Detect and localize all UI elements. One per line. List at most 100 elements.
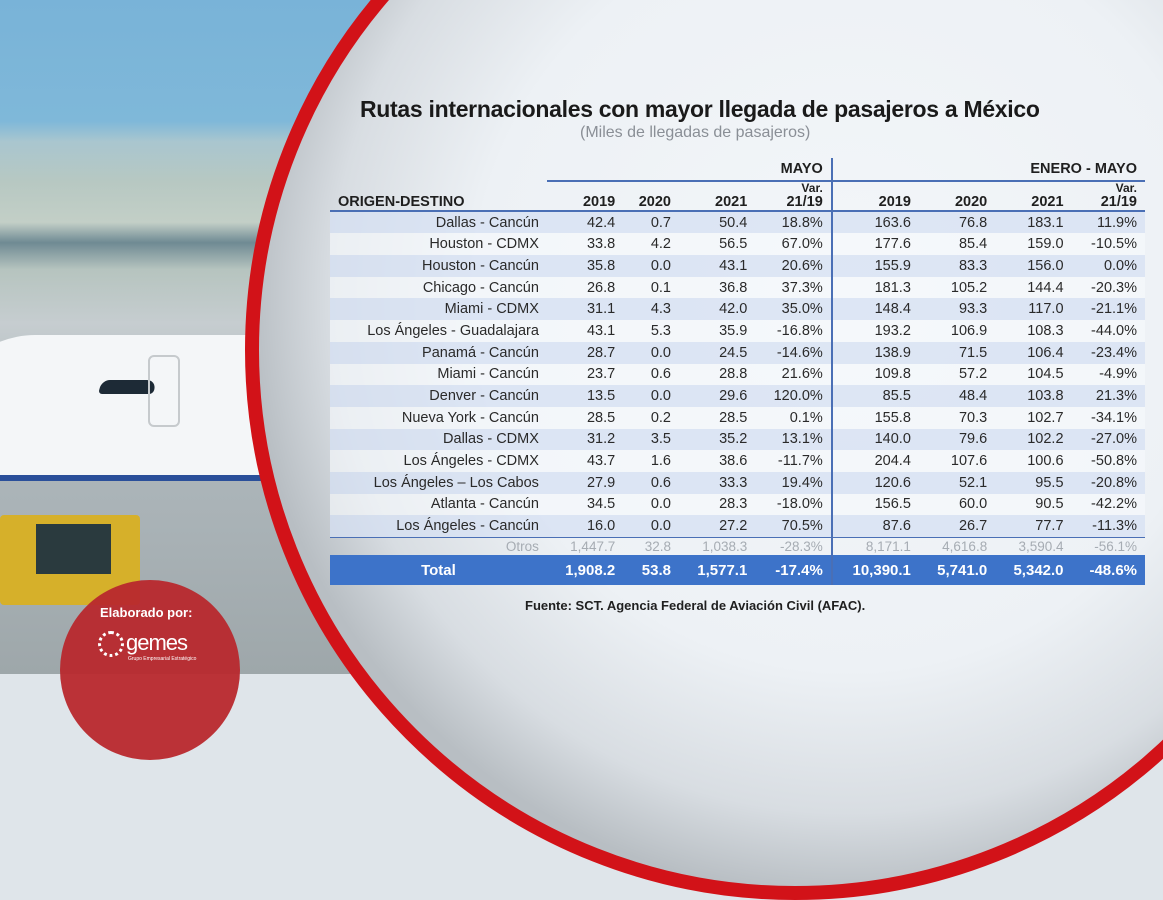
table-row: Los Ángeles - CDMX 43.7 1.6 38.6 -11.7% 204.4… [330, 450, 1145, 472]
value-cell: 77.7 [995, 515, 1072, 538]
value-cell: 35.0% [755, 298, 833, 321]
value-cell: 57.2 [918, 363, 996, 386]
value-cell: 90.5 [995, 493, 1072, 516]
value-cell: 177.6 [831, 233, 919, 256]
route-cell: Atlanta - Cancún [330, 493, 547, 516]
route-cell: Miami - CDMX [330, 298, 547, 321]
col-em-var: Var. 21/19 [1071, 180, 1145, 212]
route-cell: Denver - Cancún [330, 385, 547, 407]
value-cell: 31.1 [546, 298, 624, 321]
value-cell: 102.2 [995, 428, 1072, 451]
col-em-2019: 2019 [831, 180, 919, 212]
value-cell: 19.4% [755, 471, 833, 494]
value-cell: -44.0% [1071, 320, 1145, 342]
value-cell: -14.6% [755, 341, 833, 364]
value-cell: 83.3 [918, 255, 996, 277]
value-cell: 0.2 [623, 406, 679, 429]
value-cell: 109.8 [831, 363, 919, 386]
value-cell: 95.5 [995, 471, 1072, 494]
value-cell: -18.0% [755, 493, 833, 516]
table-row: Miami - Cancún 23.7 0.6 28.8 21.6% 109.8 57.2 1… [330, 363, 1145, 386]
value-cell: 42.4 [546, 210, 624, 234]
value-cell: 144.4 [995, 276, 1072, 299]
value-cell: 106.9 [918, 320, 996, 342]
value-cell: 155.9 [831, 255, 919, 277]
value-cell: 43.1 [678, 255, 756, 277]
value-cell: 33.3 [678, 471, 756, 494]
col-mayo-2019: 2019 [546, 180, 624, 212]
value-cell: 16.0 [546, 515, 624, 538]
value-cell: -11.3% [1071, 515, 1145, 538]
value-cell: 104.5 [995, 363, 1072, 386]
value-cell: -20.8% [1071, 471, 1145, 494]
value-cell: -4.9% [1071, 363, 1145, 386]
value-cell: 85.4 [918, 233, 996, 256]
value-cell: 60.0 [918, 493, 996, 516]
value-cell: 34.5 [546, 493, 624, 516]
group-mayo: MAYO [546, 158, 833, 182]
value-cell: 38.6 [678, 450, 756, 472]
dotted-ring-icon [98, 631, 124, 658]
value-cell: 102.7 [995, 406, 1072, 429]
value-cell: -42.2% [1071, 493, 1145, 516]
value-cell: 35.2 [678, 428, 756, 451]
group-header-row: MAYO ENERO - MAYO [330, 158, 1145, 182]
table-row: Denver - Cancún 13.5 0.0 29.6 120.0% 85.5 48.4… [330, 385, 1145, 407]
value-cell: 27.2 [678, 515, 756, 538]
value-cell: 31.2 [546, 428, 624, 451]
route-cell: Houston - Cancún [330, 255, 547, 277]
value-cell: 28.3 [678, 493, 756, 516]
value-cell: 27.9 [546, 471, 624, 494]
value-cell: -23.4% [1071, 341, 1145, 364]
value-cell: 28.7 [546, 341, 624, 364]
value-cell: 138.9 [831, 341, 919, 364]
table-row: Dallas - Cancún 42.4 0.7 50.4 18.8% 163.6 76.8… [330, 210, 1145, 234]
value-cell: 0.0 [623, 385, 679, 407]
value-cell: 85.5 [831, 385, 919, 407]
value-cell: 28.5 [546, 406, 624, 429]
value-cell: 0.0 [623, 515, 679, 538]
value-cell: 148.4 [831, 298, 919, 321]
value-cell: 163.6 [831, 210, 919, 234]
value-cell: 28.5 [678, 406, 756, 429]
value-cell: 70.5% [755, 515, 833, 538]
value-cell: 13.1% [755, 428, 833, 451]
value-cell: 117.0 [995, 298, 1072, 321]
route-cell: Los Ángeles - Guadalajara [330, 320, 547, 342]
value-cell: 0.1% [755, 406, 833, 429]
value-cell: 4.2 [623, 233, 679, 256]
source-note: Fuente: SCT. Agencia Federal de Aviación… [525, 598, 866, 613]
value-cell: 140.0 [831, 428, 919, 451]
value-cell: 87.6 [831, 515, 919, 538]
route-cell: Los Ángeles – Los Cabos [330, 471, 547, 494]
value-cell: 56.5 [678, 233, 756, 256]
value-cell: 103.8 [995, 385, 1072, 407]
value-cell: -34.1% [1071, 406, 1145, 429]
value-cell: 67.0% [755, 233, 833, 256]
logo-text: gemes [126, 630, 188, 655]
value-cell: -16.8% [755, 320, 833, 342]
table-row: Chicago - Cancún 26.8 0.1 36.8 37.3% 181.3 105… [330, 276, 1145, 299]
value-cell: 43.1 [546, 320, 624, 342]
value-cell: 23.7 [546, 363, 624, 386]
value-cell: 0.7 [623, 210, 679, 234]
value-cell: -20.3% [1071, 276, 1145, 299]
value-cell: 3.5 [623, 428, 679, 451]
value-cell: 35.8 [546, 255, 624, 277]
chart-subtitle: (Miles de llegadas de pasajeros) [580, 124, 811, 141]
col-em-2020: 2020 [918, 180, 996, 212]
value-cell: 156.0 [995, 255, 1072, 277]
group-enero-mayo: ENERO - MAYO [831, 158, 1145, 182]
value-cell: -50.8% [1071, 450, 1145, 472]
column-header-row: ORIGEN-DESTINO 2019 2020 2021 Var. 21/19 … [330, 180, 1145, 212]
value-cell: 43.7 [546, 450, 624, 472]
table-row: Los Ángeles – Los Cabos 27.9 0.6 33.3 19.4% 1… [330, 471, 1145, 494]
value-cell: 36.8 [678, 276, 756, 299]
route-cell: Nueva York - Cancún [330, 406, 547, 429]
route-cell: Miami - Cancún [330, 363, 547, 386]
route-cell: Dallas - Cancún [330, 210, 547, 234]
value-cell: 29.6 [678, 385, 756, 407]
value-cell: 70.3 [918, 406, 996, 429]
gemes-logo: gemes [98, 630, 188, 658]
value-cell: -11.7% [755, 450, 833, 472]
